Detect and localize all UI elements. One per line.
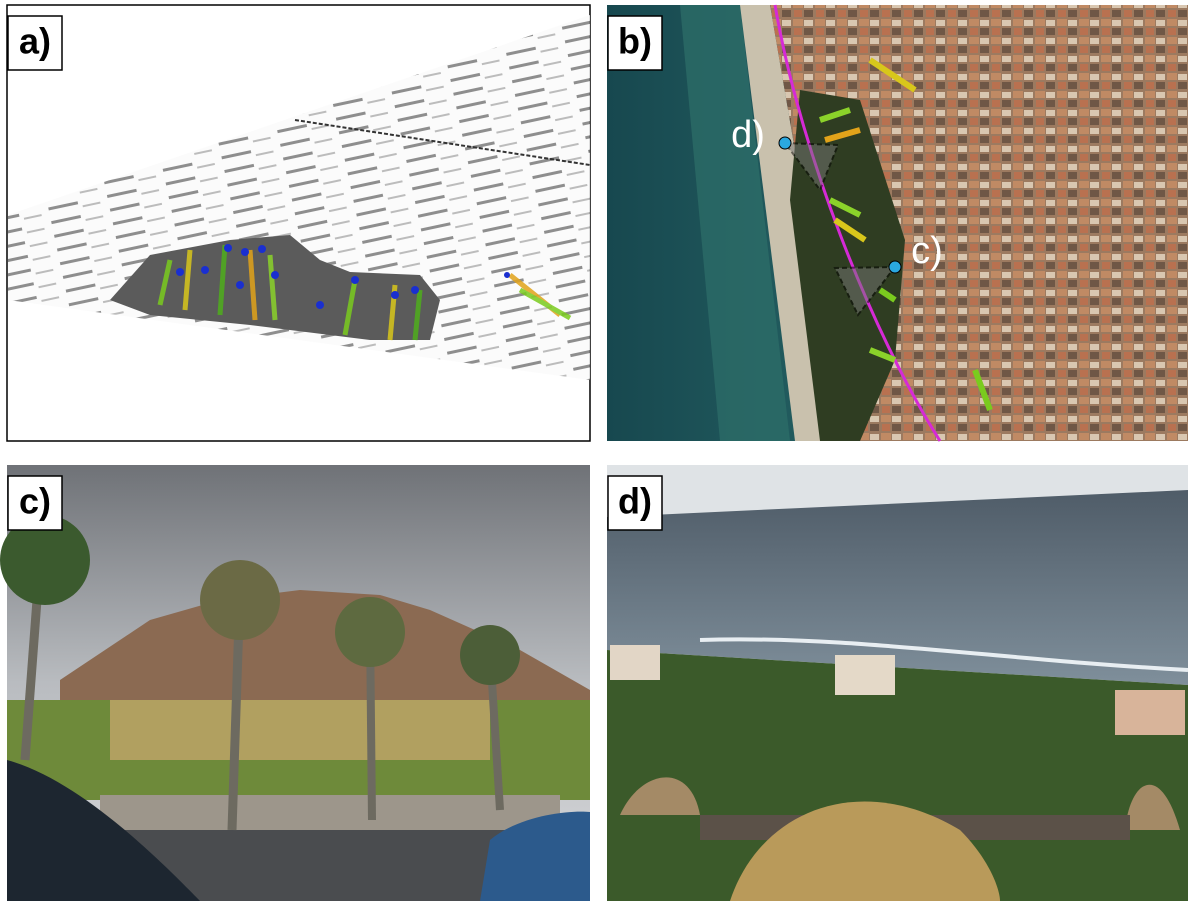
map-annotation: c) bbox=[911, 230, 943, 272]
building bbox=[835, 655, 895, 695]
panel-label: a) bbox=[19, 21, 51, 62]
panel-label: c) bbox=[19, 481, 51, 522]
viewpoint-c bbox=[889, 261, 901, 273]
figure: a) d) c) b) bbox=[0, 0, 1188, 901]
panel-b: d) c) b) bbox=[607, 5, 1188, 441]
building bbox=[610, 645, 660, 680]
viewpoint-d bbox=[779, 137, 791, 149]
building bbox=[1115, 690, 1185, 735]
reeds bbox=[110, 700, 490, 760]
panel-c: c) bbox=[0, 465, 590, 901]
stone-wall bbox=[100, 795, 560, 835]
panel-a: a) bbox=[7, 5, 590, 441]
panel-d: d) bbox=[607, 465, 1188, 901]
map-annotation: d) bbox=[731, 114, 765, 156]
panel-label: d) bbox=[618, 481, 652, 522]
panel-label: b) bbox=[618, 21, 652, 62]
